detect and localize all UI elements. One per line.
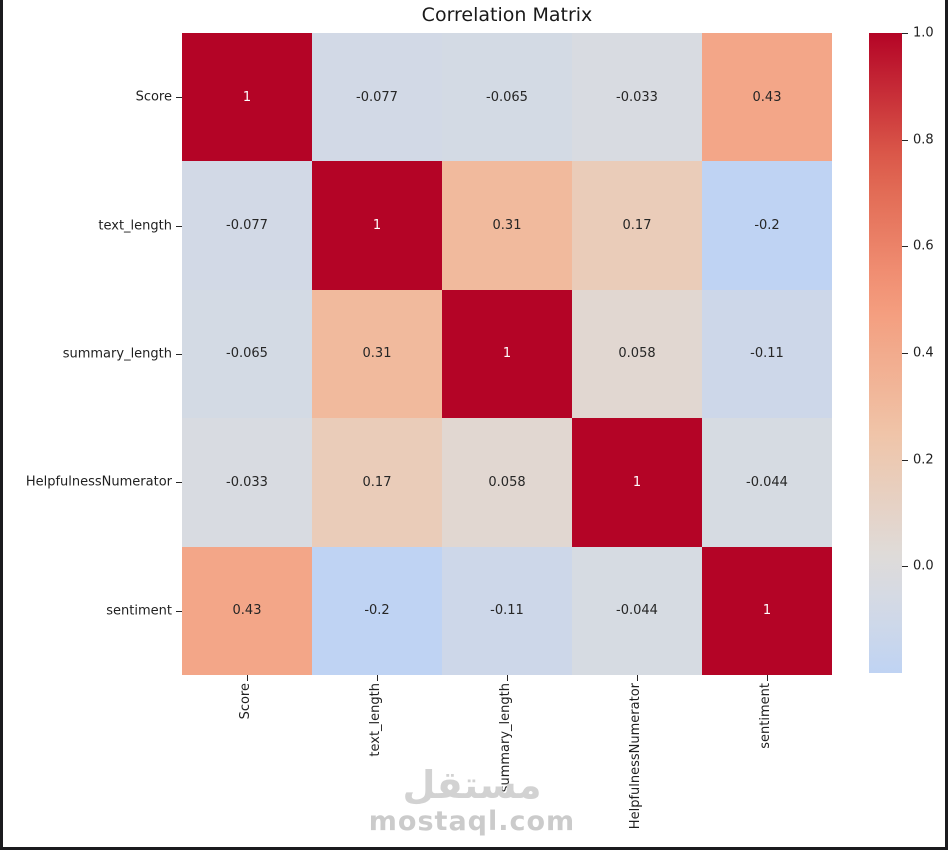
y-tick-label: text_length: [98, 218, 172, 234]
heatmap-cell: -0.033: [572, 33, 702, 162]
y-tick-label: sentiment: [106, 603, 172, 619]
x-tick-label: Score: [238, 683, 253, 720]
heatmap-cell: -0.2: [702, 161, 832, 290]
heatmap-cell: -0.2: [312, 546, 442, 675]
colorbar-tick-mark: [902, 459, 908, 461]
heatmap-cell: -0.033: [182, 418, 312, 547]
heatmap-cell: 0.43: [702, 33, 832, 162]
watermark: مستقل mostaql.com: [340, 763, 604, 837]
colorbar: [869, 33, 902, 673]
heatmap-cell: -0.077: [312, 33, 442, 162]
heatmap-cell: -0.065: [182, 289, 312, 419]
heatmap-cell: -0.077: [182, 161, 312, 290]
x-tick-mark: [767, 675, 768, 681]
heatmap-cell: 0.058: [572, 289, 702, 419]
x-tick-label: HelpfulnessNumerator: [628, 683, 643, 830]
heatmap-cell: 0.43: [182, 546, 312, 675]
y-tick-mark: [176, 225, 182, 227]
watermark-logo: مستقل: [402, 763, 542, 807]
heatmap-cell: 1: [442, 289, 572, 419]
correlation-heatmap: 1 -0.077 -0.065 -0.033 0.43 -0.077 1 0.31 0.17 -0…: [182, 33, 832, 675]
heatmap-cell: 1: [312, 161, 442, 290]
colorbar-tick-label: 0.8: [913, 132, 934, 148]
screenshot-border-left: [0, 0, 3, 850]
y-tick-mark: [176, 610, 182, 612]
heatmap-cell: 0.31: [442, 161, 572, 290]
y-tick-mark: [176, 354, 182, 355]
heatmap-cell: 0.058: [442, 418, 572, 547]
colorbar-tick-label: 0.6: [913, 238, 934, 254]
x-tick-mark: [377, 675, 378, 681]
heatmap-cell: 1: [182, 33, 312, 162]
colorbar-tick-label: 0.0: [913, 558, 934, 574]
heatmap-cell: 1: [572, 418, 702, 547]
heatmap-cell: 1: [702, 546, 832, 675]
y-tick-mark: [176, 482, 182, 484]
y-tick-label: Score: [135, 89, 172, 105]
colorbar-tick-mark: [902, 353, 908, 354]
heatmap-cell: -0.065: [442, 33, 572, 162]
x-tick-label: summary_length: [498, 683, 513, 793]
heatmap-cell: 0.17: [572, 161, 702, 290]
x-tick-mark: [637, 675, 638, 681]
x-tick-label: sentiment: [758, 683, 773, 749]
y-tick-label: summary_length: [62, 346, 172, 362]
colorbar-tick-mark: [902, 246, 908, 248]
colorbar-tick-mark: [902, 33, 908, 34]
heatmap-cell: -0.11: [442, 546, 572, 675]
colorbar-tick-label: 1.0: [913, 25, 934, 41]
heatmap-cell: 0.17: [312, 418, 442, 547]
x-tick-label: text_length: [368, 683, 383, 757]
x-tick-mark: [247, 675, 248, 681]
heatmap-cell: 0.31: [312, 289, 442, 419]
chart-title: Correlation Matrix: [421, 4, 593, 26]
heatmap-cell: -0.044: [702, 418, 832, 547]
y-tick-mark: [176, 97, 182, 99]
y-tick-label: HelpfulnessNumerator: [25, 474, 172, 490]
watermark-domain: mostaql.com: [368, 805, 576, 837]
heatmap-cell: -0.044: [572, 546, 702, 675]
heatmap-cell: -0.11: [702, 289, 832, 419]
colorbar-tick-mark: [902, 139, 908, 141]
screenshot-border-bottom: [0, 847, 948, 850]
screenshot-border-right: [945, 0, 948, 850]
colorbar-tick-label: 0.4: [913, 345, 934, 361]
colorbar-tick-label: 0.2: [913, 452, 934, 468]
x-tick-mark: [507, 675, 508, 681]
colorbar-tick-mark: [902, 566, 908, 568]
